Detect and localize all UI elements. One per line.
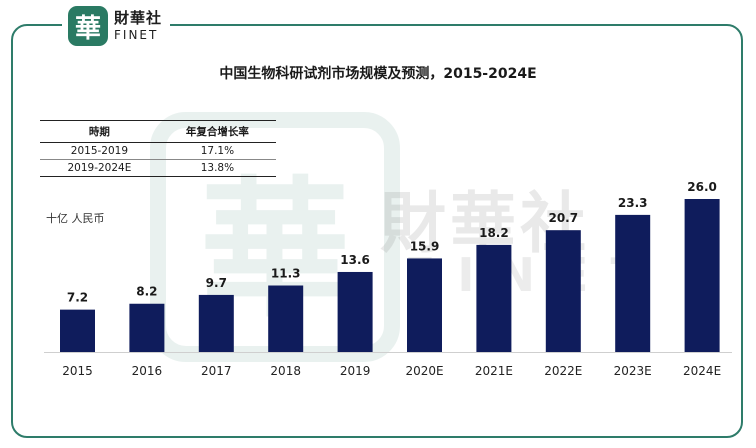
bar-2023E — [615, 214, 651, 352]
brand-logo: 華 財華社 FINET — [62, 4, 171, 48]
brand-name: 財華社 FINET — [114, 9, 163, 42]
cagr-header-rate: 年复合增长率 — [158, 120, 276, 143]
table-row: 2019-2024E 13.8% — [40, 159, 276, 177]
data-label: 11.3 — [271, 267, 301, 281]
data-label: 9.7 — [206, 276, 227, 290]
cagr-table-header: 時期 年复合增长率 — [40, 120, 276, 143]
bar-2024E — [684, 199, 720, 352]
data-label: 15.9 — [410, 239, 440, 253]
x-tick-label: 2020E — [405, 364, 443, 378]
cagr-rate: 17.1% — [158, 142, 276, 160]
x-tick-label: 2015 — [62, 364, 93, 378]
data-label: 20.7 — [548, 211, 578, 225]
data-label: 13.6 — [340, 253, 370, 267]
bar-2017 — [198, 294, 234, 352]
data-label: 7.2 — [67, 291, 88, 305]
bar-group: 7.2 2015 8.2 2016 9.7 2017 11.3 2018 13.6 2019 15.… — [60, 180, 721, 378]
brand-seal-icon: 華 — [68, 6, 108, 46]
bar-2019 — [337, 271, 373, 352]
table-row: 2015-2019 17.1% — [40, 142, 276, 160]
bar-2020E — [407, 258, 442, 352]
x-tick-label: 2023E — [614, 364, 652, 378]
cagr-period: 2019-2024E — [40, 159, 159, 177]
brand-name-cn: 財華社 — [114, 9, 163, 27]
bar-2021E — [476, 244, 512, 352]
x-tick-label: 2024E — [683, 364, 721, 378]
cagr-table: 時期 年复合增长率 2015-2019 17.1% 2019-2024E 13.… — [40, 120, 276, 177]
chart-frame — [11, 24, 743, 438]
x-tick-label: 2021E — [475, 364, 513, 378]
bar-2022E — [545, 230, 581, 352]
x-tick-label: 2018 — [270, 364, 301, 378]
unit-label: 十亿 人民币 — [46, 212, 105, 225]
bar-2018 — [268, 285, 304, 352]
data-label: 23.3 — [618, 196, 648, 210]
x-tick-label: 2019 — [340, 364, 371, 378]
watermark-text-en: FINET — [404, 248, 664, 302]
cagr-header-period: 時期 — [40, 120, 159, 143]
brand-name-en: FINET — [114, 28, 159, 42]
cagr-rate: 13.8% — [158, 159, 276, 177]
data-label: 18.2 — [479, 226, 509, 240]
bar-2016 — [129, 303, 165, 352]
data-label: 26.0 — [687, 180, 717, 194]
data-label: 8.2 — [136, 285, 157, 299]
x-tick-label: 2016 — [132, 364, 163, 378]
x-tick-label: 2017 — [201, 364, 232, 378]
chart-title: 中国生物科研试剂市场规模及预测，2015-2024E — [219, 66, 537, 82]
cagr-period: 2015-2019 — [40, 142, 159, 160]
bar-2015 — [60, 309, 95, 352]
x-tick-label: 2022E — [544, 364, 582, 378]
